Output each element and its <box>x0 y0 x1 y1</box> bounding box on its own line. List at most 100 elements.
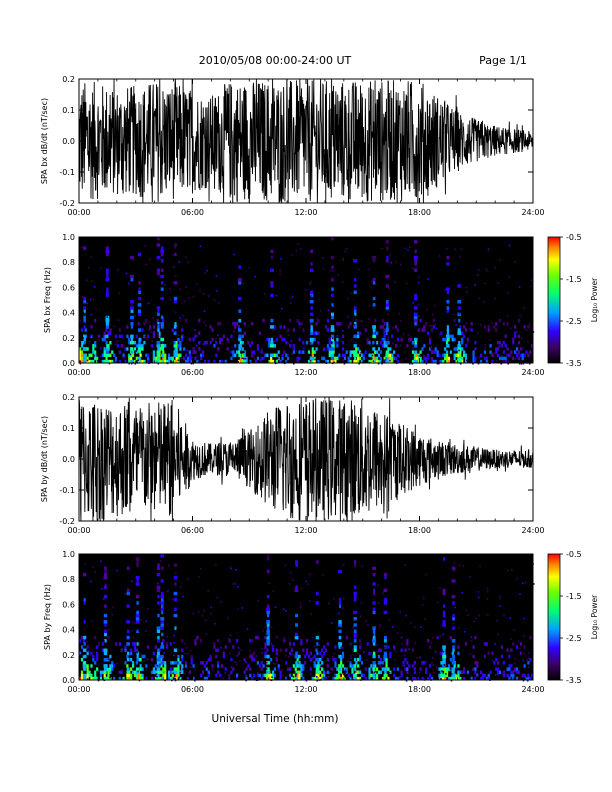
spectrogram-cell <box>353 635 357 640</box>
spectrogram-cell <box>502 360 504 362</box>
spectrogram-cell <box>234 325 237 329</box>
spectrogram-cell <box>314 358 316 361</box>
spectrogram-cell <box>523 652 525 655</box>
spectrogram-cell <box>449 668 452 670</box>
spectrogram-cell <box>372 277 376 282</box>
spectrogram-cell <box>164 353 167 357</box>
spectrogram-cell <box>345 635 348 640</box>
spectrogram-cell <box>295 560 299 564</box>
spectrogram-cell <box>379 648 382 652</box>
spectrogram-cell <box>354 356 357 361</box>
spectrogram-cell <box>419 359 422 364</box>
spectrogram-cell <box>450 329 453 332</box>
spectrogram-cell <box>295 654 298 659</box>
spectrogram-cell <box>192 295 195 298</box>
spectrogram-cell <box>83 246 87 250</box>
spectrogram-cell <box>194 350 197 354</box>
spectrogram-cell <box>443 604 446 608</box>
spectrogram-cell <box>396 632 399 634</box>
spectrogram-cell <box>349 676 352 681</box>
y-tick-label: 0.1 <box>62 106 75 115</box>
spectrogram-cell <box>384 337 387 340</box>
spectrogram-cell <box>133 622 136 625</box>
spectrogram-cell <box>232 645 235 649</box>
spectrogram-cell <box>398 312 401 315</box>
spectrogram-cell <box>190 362 193 365</box>
spectrogram-cell <box>296 318 299 323</box>
spectrogram-cell <box>322 267 325 270</box>
spectrogram-cell <box>385 661 388 665</box>
spectrogram-cell <box>336 344 339 348</box>
spectrogram-cell <box>353 598 357 602</box>
spectrogram-cell <box>489 344 492 348</box>
spectrogram-cell <box>451 360 453 363</box>
spectrogram-cell <box>83 315 86 320</box>
spectrogram-cell <box>160 654 164 659</box>
spectrogram-cell <box>106 344 109 348</box>
spectrogram-cell <box>266 607 271 611</box>
spectrogram-cell <box>391 356 394 361</box>
spectrogram-cell <box>431 662 433 664</box>
spectrogram-cell <box>326 318 329 323</box>
spectrogram-cell <box>79 676 82 681</box>
spectrogram-cell <box>274 360 276 363</box>
spectrogram-cell <box>281 337 284 342</box>
spectrogram-cell <box>136 651 138 654</box>
spectrogram-cell <box>386 300 389 304</box>
spectrogram-cell <box>480 359 483 364</box>
spectrogram-cell <box>249 639 252 643</box>
spectrogram-cell <box>453 347 456 351</box>
spectrogram-cell <box>307 583 309 585</box>
spectrogram-cell <box>109 670 112 674</box>
spectrogram-cell <box>184 642 187 645</box>
spectrogram-cell <box>323 356 326 361</box>
spectrogram-cell <box>274 326 277 329</box>
spectrogram-cell <box>353 314 356 317</box>
spectrogram-cell <box>406 344 409 348</box>
spectrogram-cell <box>304 654 307 659</box>
spectrogram-cell <box>383 356 386 361</box>
spectrogram-cell <box>457 312 461 317</box>
spectrogram-cell <box>122 676 125 681</box>
spectrogram-cell <box>379 340 382 345</box>
spectrogram-cell <box>258 664 261 668</box>
spectrogram-cell <box>309 300 314 304</box>
spectrogram-cell <box>461 670 464 674</box>
spectrogram-cell <box>434 651 437 653</box>
spectrogram-cell <box>322 349 325 351</box>
spectrogram-cell <box>184 300 186 303</box>
spectrogram-cell <box>245 359 248 364</box>
spectrogram-cell <box>515 676 519 681</box>
spectrogram-cell <box>490 354 492 356</box>
spectrogram-cell <box>192 348 195 351</box>
spectrogram-cell <box>146 658 149 661</box>
spectrogram-cell <box>114 343 117 346</box>
spectrogram-cell <box>512 337 515 342</box>
spectrogram-cell <box>522 659 525 662</box>
spectrogram-cell <box>186 653 189 655</box>
spectrogram-cell <box>182 595 185 598</box>
spectrogram-cell <box>275 636 278 639</box>
spectrogram-cell <box>383 360 385 363</box>
spectrogram-cell <box>277 668 280 671</box>
spectrogram-cell <box>446 287 450 291</box>
spectrogram-cell <box>368 305 371 307</box>
spectrogram-cell <box>463 670 466 674</box>
spectrogram-cell <box>281 668 283 671</box>
spectrogram-cell <box>334 658 336 661</box>
spectrogram-cell <box>104 623 107 627</box>
spectrogram-cell <box>100 587 103 590</box>
spectrogram-cell <box>145 630 147 633</box>
spectrogram-cell <box>442 676 445 681</box>
spectrogram-cell <box>143 654 146 659</box>
spectrogram-cell <box>311 636 314 639</box>
spectrogram-cell <box>438 255 441 257</box>
y-tick-label: 0.8 <box>62 258 75 267</box>
spectrogram-cell <box>283 325 286 329</box>
spectrogram-cell <box>332 270 334 272</box>
spectrogram-cell <box>220 664 224 668</box>
spectrogram-cell <box>164 673 167 678</box>
spectrogram-cell <box>353 623 357 627</box>
spectrogram-cell <box>357 657 360 662</box>
spectrogram-cell <box>387 313 390 316</box>
